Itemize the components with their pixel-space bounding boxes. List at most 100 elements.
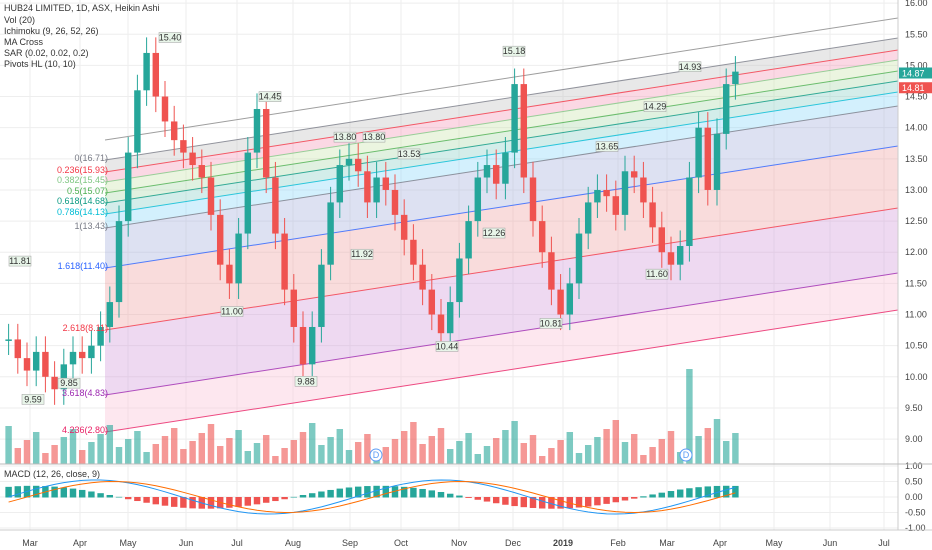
macd-histogram-bar bbox=[437, 491, 445, 498]
x-tick-label: Nov bbox=[451, 538, 468, 548]
fib-level-label: 1.618(11.40) bbox=[58, 261, 108, 271]
candle-body bbox=[428, 289, 436, 315]
macd-histogram-bar bbox=[566, 497, 574, 509]
y-tick-label: 16.00 bbox=[905, 0, 928, 8]
volume-bar bbox=[502, 430, 509, 464]
macd-histogram-bar bbox=[492, 497, 500, 504]
macd-histogram-bar bbox=[299, 495, 307, 498]
pivot-label: 14.93 bbox=[679, 62, 702, 72]
macd-histogram-bar bbox=[143, 497, 150, 503]
candle-body bbox=[695, 127, 702, 178]
volume-bar bbox=[391, 439, 399, 464]
channel-top-line bbox=[104, 17, 898, 141]
fib-band bbox=[105, 60, 898, 193]
candle-body bbox=[603, 189, 610, 197]
y-tick-label: 11.50 bbox=[905, 278, 927, 288]
volume-bar bbox=[640, 455, 647, 464]
candle-body bbox=[566, 283, 574, 315]
x-tick-label: Dec bbox=[505, 538, 522, 548]
macd-histogram-bar bbox=[5, 486, 12, 498]
x-tick-label: Jul bbox=[878, 538, 890, 548]
fib-band bbox=[105, 71, 898, 203]
macd-histogram-bar bbox=[658, 492, 666, 498]
fib-line bbox=[104, 49, 898, 173]
candle-body bbox=[419, 264, 426, 290]
x-tick-label: Apr bbox=[713, 538, 727, 548]
y-tick-label: 14.50 bbox=[905, 92, 928, 102]
indicator-sar: SAR (0.02, 0.02, 0.2) bbox=[4, 48, 89, 58]
candle-body bbox=[686, 177, 693, 247]
candle-body bbox=[161, 96, 169, 122]
candle-body bbox=[327, 202, 334, 265]
volume-bar bbox=[649, 447, 656, 464]
macd-histogram-bar bbox=[262, 497, 270, 503]
macd-histogram-bar bbox=[465, 497, 472, 498]
last-price-tag bbox=[899, 82, 932, 94]
y-tick-label: 15.50 bbox=[905, 29, 928, 39]
fib-band bbox=[105, 81, 898, 214]
x-tick-label: Apr bbox=[73, 538, 87, 548]
macd-histogram-bar bbox=[382, 485, 390, 498]
macd-histogram-bar bbox=[115, 496, 123, 498]
volume-bar bbox=[492, 438, 500, 464]
candle-body bbox=[400, 214, 408, 240]
macd-histogram-bar bbox=[520, 497, 528, 508]
volume-bar bbox=[345, 450, 353, 464]
candle-body bbox=[520, 84, 528, 178]
volume-bar bbox=[732, 433, 739, 464]
macd-histogram-bar bbox=[345, 487, 353, 498]
macd-histogram-bar bbox=[584, 497, 592, 507]
volume-bar bbox=[437, 428, 445, 464]
macd-histogram-bar bbox=[695, 487, 702, 498]
candle-body bbox=[78, 351, 86, 359]
fib-level-label: 0.786(14.13) bbox=[57, 207, 108, 217]
candle-body bbox=[722, 84, 730, 134]
volume-bar bbox=[410, 422, 417, 464]
volume-bar bbox=[603, 429, 610, 464]
candle-body bbox=[318, 264, 325, 327]
macd-y-tick-label: -1.00 bbox=[905, 523, 926, 533]
candle-body bbox=[143, 52, 150, 91]
volume-bar bbox=[695, 436, 702, 464]
macd-histogram-bar bbox=[170, 497, 178, 507]
volume-bar bbox=[529, 435, 537, 464]
pivot-label: 9.85 bbox=[60, 378, 78, 388]
pivot-label-box bbox=[258, 91, 282, 102]
macd-histogram-bar bbox=[14, 486, 22, 498]
volume-bar bbox=[658, 439, 666, 464]
y-tick-label: 9.50 bbox=[905, 403, 923, 413]
candle-body bbox=[704, 127, 712, 190]
pivot-label: 9.88 bbox=[297, 376, 315, 386]
volume-bar bbox=[336, 429, 344, 464]
macd-histogram-bar bbox=[364, 486, 371, 498]
candle-body bbox=[437, 314, 445, 334]
volume-bar bbox=[272, 456, 279, 464]
volume-bar bbox=[621, 442, 629, 464]
volume-bar bbox=[97, 434, 104, 464]
macd-histogram-bar bbox=[529, 497, 537, 508]
pivot-label-box bbox=[362, 131, 386, 143]
pivot-label-box bbox=[294, 376, 318, 387]
macd-histogram-bar bbox=[713, 485, 721, 498]
candle-body bbox=[667, 252, 675, 265]
macd-histogram-bar bbox=[428, 490, 436, 498]
pivot-label: 10.44 bbox=[436, 341, 459, 351]
macd-histogram-bar bbox=[474, 497, 482, 500]
candle-body bbox=[621, 171, 629, 215]
pivot-label-box bbox=[435, 341, 459, 352]
y-tick-label: 13.50 bbox=[905, 154, 928, 164]
candle-body bbox=[253, 108, 261, 153]
pivot-label: 11.92 bbox=[351, 249, 373, 259]
candle-body bbox=[594, 189, 601, 203]
volume-bar bbox=[5, 426, 12, 464]
y-tick-label: 11.00 bbox=[905, 310, 927, 320]
volume-bar bbox=[189, 441, 196, 464]
candles bbox=[5, 37, 739, 405]
candle-body bbox=[502, 152, 509, 184]
y-tick-label: 13.00 bbox=[905, 185, 928, 195]
x-tick-label: Aug bbox=[285, 538, 301, 548]
pivot-label-box bbox=[678, 61, 702, 73]
pivot-label-box bbox=[643, 101, 667, 112]
macd-histogram-bar bbox=[502, 497, 509, 505]
